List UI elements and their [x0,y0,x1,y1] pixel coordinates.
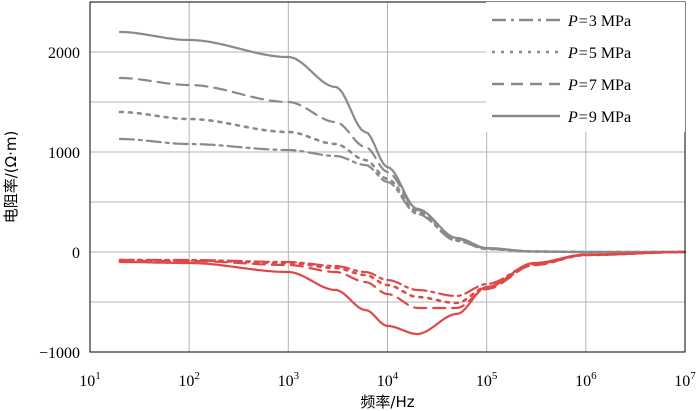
series-line-imag [118,250,687,305]
series-line-imag [118,250,687,298]
x-axis-ticks: 101 102 103 104 105 106 107 [79,370,696,390]
y-tick-label: 1000 [48,145,80,162]
y-axis-label: 电阻率/(Ω·m) [2,131,20,224]
plot-area [118,30,687,336]
legend-box [486,2,685,132]
legend-entry: P=7 MPa [567,77,631,94]
y-tick-label: −1000 [39,345,80,362]
series-line-real [118,110,687,254]
y-tick-label: 0 [72,245,80,262]
legend-entry: P=9 MPa [567,109,631,126]
x-tick-label: 101 [79,370,101,390]
x-tick-label: 105 [476,370,498,390]
series-line-imag [118,250,687,336]
legend-entry: P=5 MPa [567,45,631,62]
x-axis-label: 频率/Hz [360,393,414,411]
x-tick-label: 107 [674,370,696,390]
x-tick-label: 104 [377,370,399,390]
series-line-imag [118,250,687,310]
y-tick-label: 2000 [48,45,80,62]
x-tick-label: 102 [178,370,200,390]
series-line-real [118,30,687,254]
y-axis-ticks: −1000 0 1000 2000 [39,45,80,362]
legend-entry: P=3 MPa [567,13,631,30]
plot-frame [89,1,686,353]
legend: P=3 MPa P=5 MPa P=7 MPa P=9 MPa [486,2,685,132]
x-tick-label: 103 [278,370,300,390]
x-tick-label: 106 [575,370,597,390]
